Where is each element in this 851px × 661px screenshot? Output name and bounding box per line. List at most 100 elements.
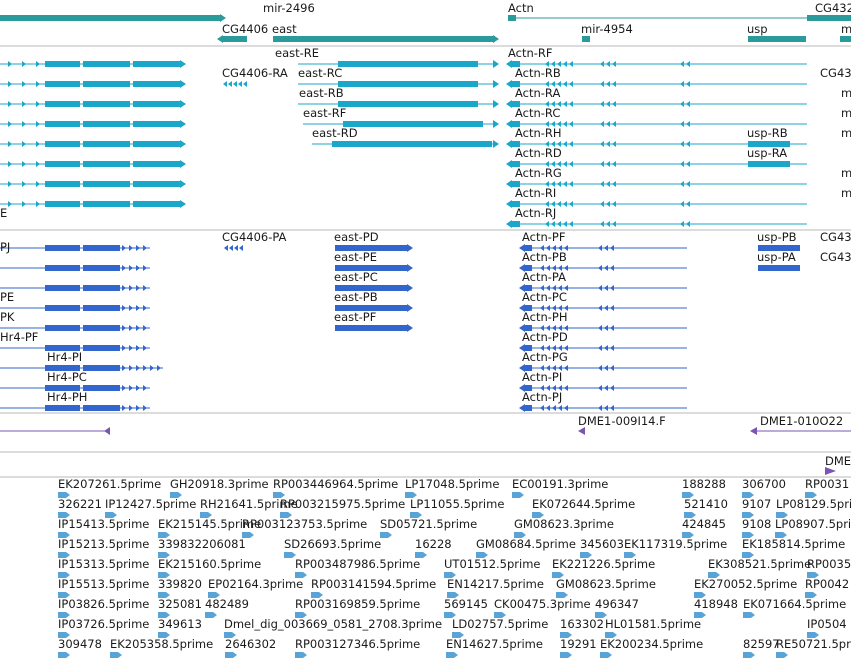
exon-block (335, 325, 407, 331)
exon-block (338, 81, 478, 87)
est-glyph (624, 552, 636, 558)
strand-chevron (234, 245, 238, 251)
strand-chevron (558, 385, 562, 391)
strand-arrow (506, 200, 512, 208)
strand-arrow (180, 200, 186, 208)
strand-chevron (557, 141, 561, 147)
strand-chevron (22, 101, 26, 107)
exon-block (133, 181, 180, 187)
exon-block (335, 265, 407, 271)
est-glyph (742, 492, 754, 498)
strand-chevron (8, 81, 12, 87)
est-glyph (410, 512, 422, 518)
exon-block (510, 101, 520, 107)
est-glyph (580, 552, 592, 558)
strand-chevron (224, 245, 228, 251)
strand-chevron (129, 365, 133, 371)
strand-chevron (545, 161, 549, 167)
exon-block (510, 121, 520, 127)
strand-arrow (519, 324, 525, 332)
strand-chevron (563, 201, 567, 207)
exon-block (524, 305, 532, 311)
strand-chevron (680, 81, 684, 87)
strand-chevron (686, 61, 690, 67)
strand-chevron (600, 201, 604, 207)
est-glyph (532, 512, 544, 518)
strand-chevron (612, 181, 616, 187)
strand-chevron (36, 61, 40, 67)
strand-chevron (569, 201, 573, 207)
est-glyph (682, 532, 694, 538)
est-glyph (158, 552, 170, 558)
est-glyph (58, 552, 70, 558)
est-glyph (208, 592, 220, 598)
strand-chevron (143, 285, 147, 291)
strand-arrow (519, 404, 525, 412)
strand-chevron (129, 345, 133, 351)
strand-chevron (680, 121, 684, 127)
strand-chevron (563, 161, 567, 167)
strand-chevron (552, 325, 556, 331)
strand-chevron (545, 221, 549, 227)
strand-chevron (546, 265, 550, 271)
strand-chevron (540, 365, 544, 371)
strand-chevron (598, 385, 602, 391)
strand-arrow (180, 140, 186, 148)
exon-block (45, 365, 80, 371)
est-glyph (494, 612, 506, 618)
strand-chevron (686, 81, 690, 87)
strand-chevron (557, 121, 561, 127)
exon-block (133, 81, 180, 87)
est-glyph (694, 592, 706, 598)
strand-chevron (143, 345, 147, 351)
strand-chevron (540, 345, 544, 351)
exon-block (83, 405, 120, 411)
est-glyph (110, 652, 122, 658)
exon-block (45, 345, 80, 351)
strand-arrow (506, 220, 512, 228)
exon-block (524, 365, 532, 371)
strand-chevron (8, 101, 12, 107)
strand-chevron (143, 385, 147, 391)
exon-block (510, 141, 520, 147)
strand-chevron (545, 121, 549, 127)
exon-block (83, 365, 120, 371)
strand-chevron (606, 201, 610, 207)
strand-chevron (612, 101, 616, 107)
strand-chevron (598, 265, 602, 271)
exon-block (45, 81, 80, 87)
strand-chevron (552, 265, 556, 271)
strand-chevron (22, 61, 26, 67)
est-glyph (158, 592, 170, 598)
strand-chevron (610, 385, 614, 391)
strand-arrow (180, 80, 186, 88)
strand-chevron (136, 345, 140, 351)
strand-chevron (563, 81, 567, 87)
strand-arrow (407, 304, 413, 312)
strand-chevron (540, 245, 544, 251)
gene-glyph (223, 36, 247, 42)
strand-chevron (600, 61, 604, 67)
est-glyph (512, 492, 524, 498)
strand-chevron (598, 285, 602, 291)
strand-chevron (610, 365, 614, 371)
est-glyph (158, 632, 170, 638)
strand-arrow (220, 14, 226, 22)
strand-chevron (36, 201, 40, 207)
strand-chevron (563, 141, 567, 147)
strand-chevron (604, 365, 608, 371)
strand-chevron (569, 221, 573, 227)
strand-chevron (136, 285, 140, 291)
est-glyph (224, 632, 236, 638)
strand-chevron (551, 81, 555, 87)
exon-block (133, 121, 180, 127)
strand-chevron (569, 121, 573, 127)
mirna-glyph (750, 427, 757, 435)
est-glyph (560, 632, 572, 638)
strand-arrow (180, 60, 186, 68)
est-glyph (708, 572, 720, 578)
strand-chevron (610, 305, 614, 311)
est-glyph (280, 512, 292, 518)
est-glyph (405, 492, 417, 498)
